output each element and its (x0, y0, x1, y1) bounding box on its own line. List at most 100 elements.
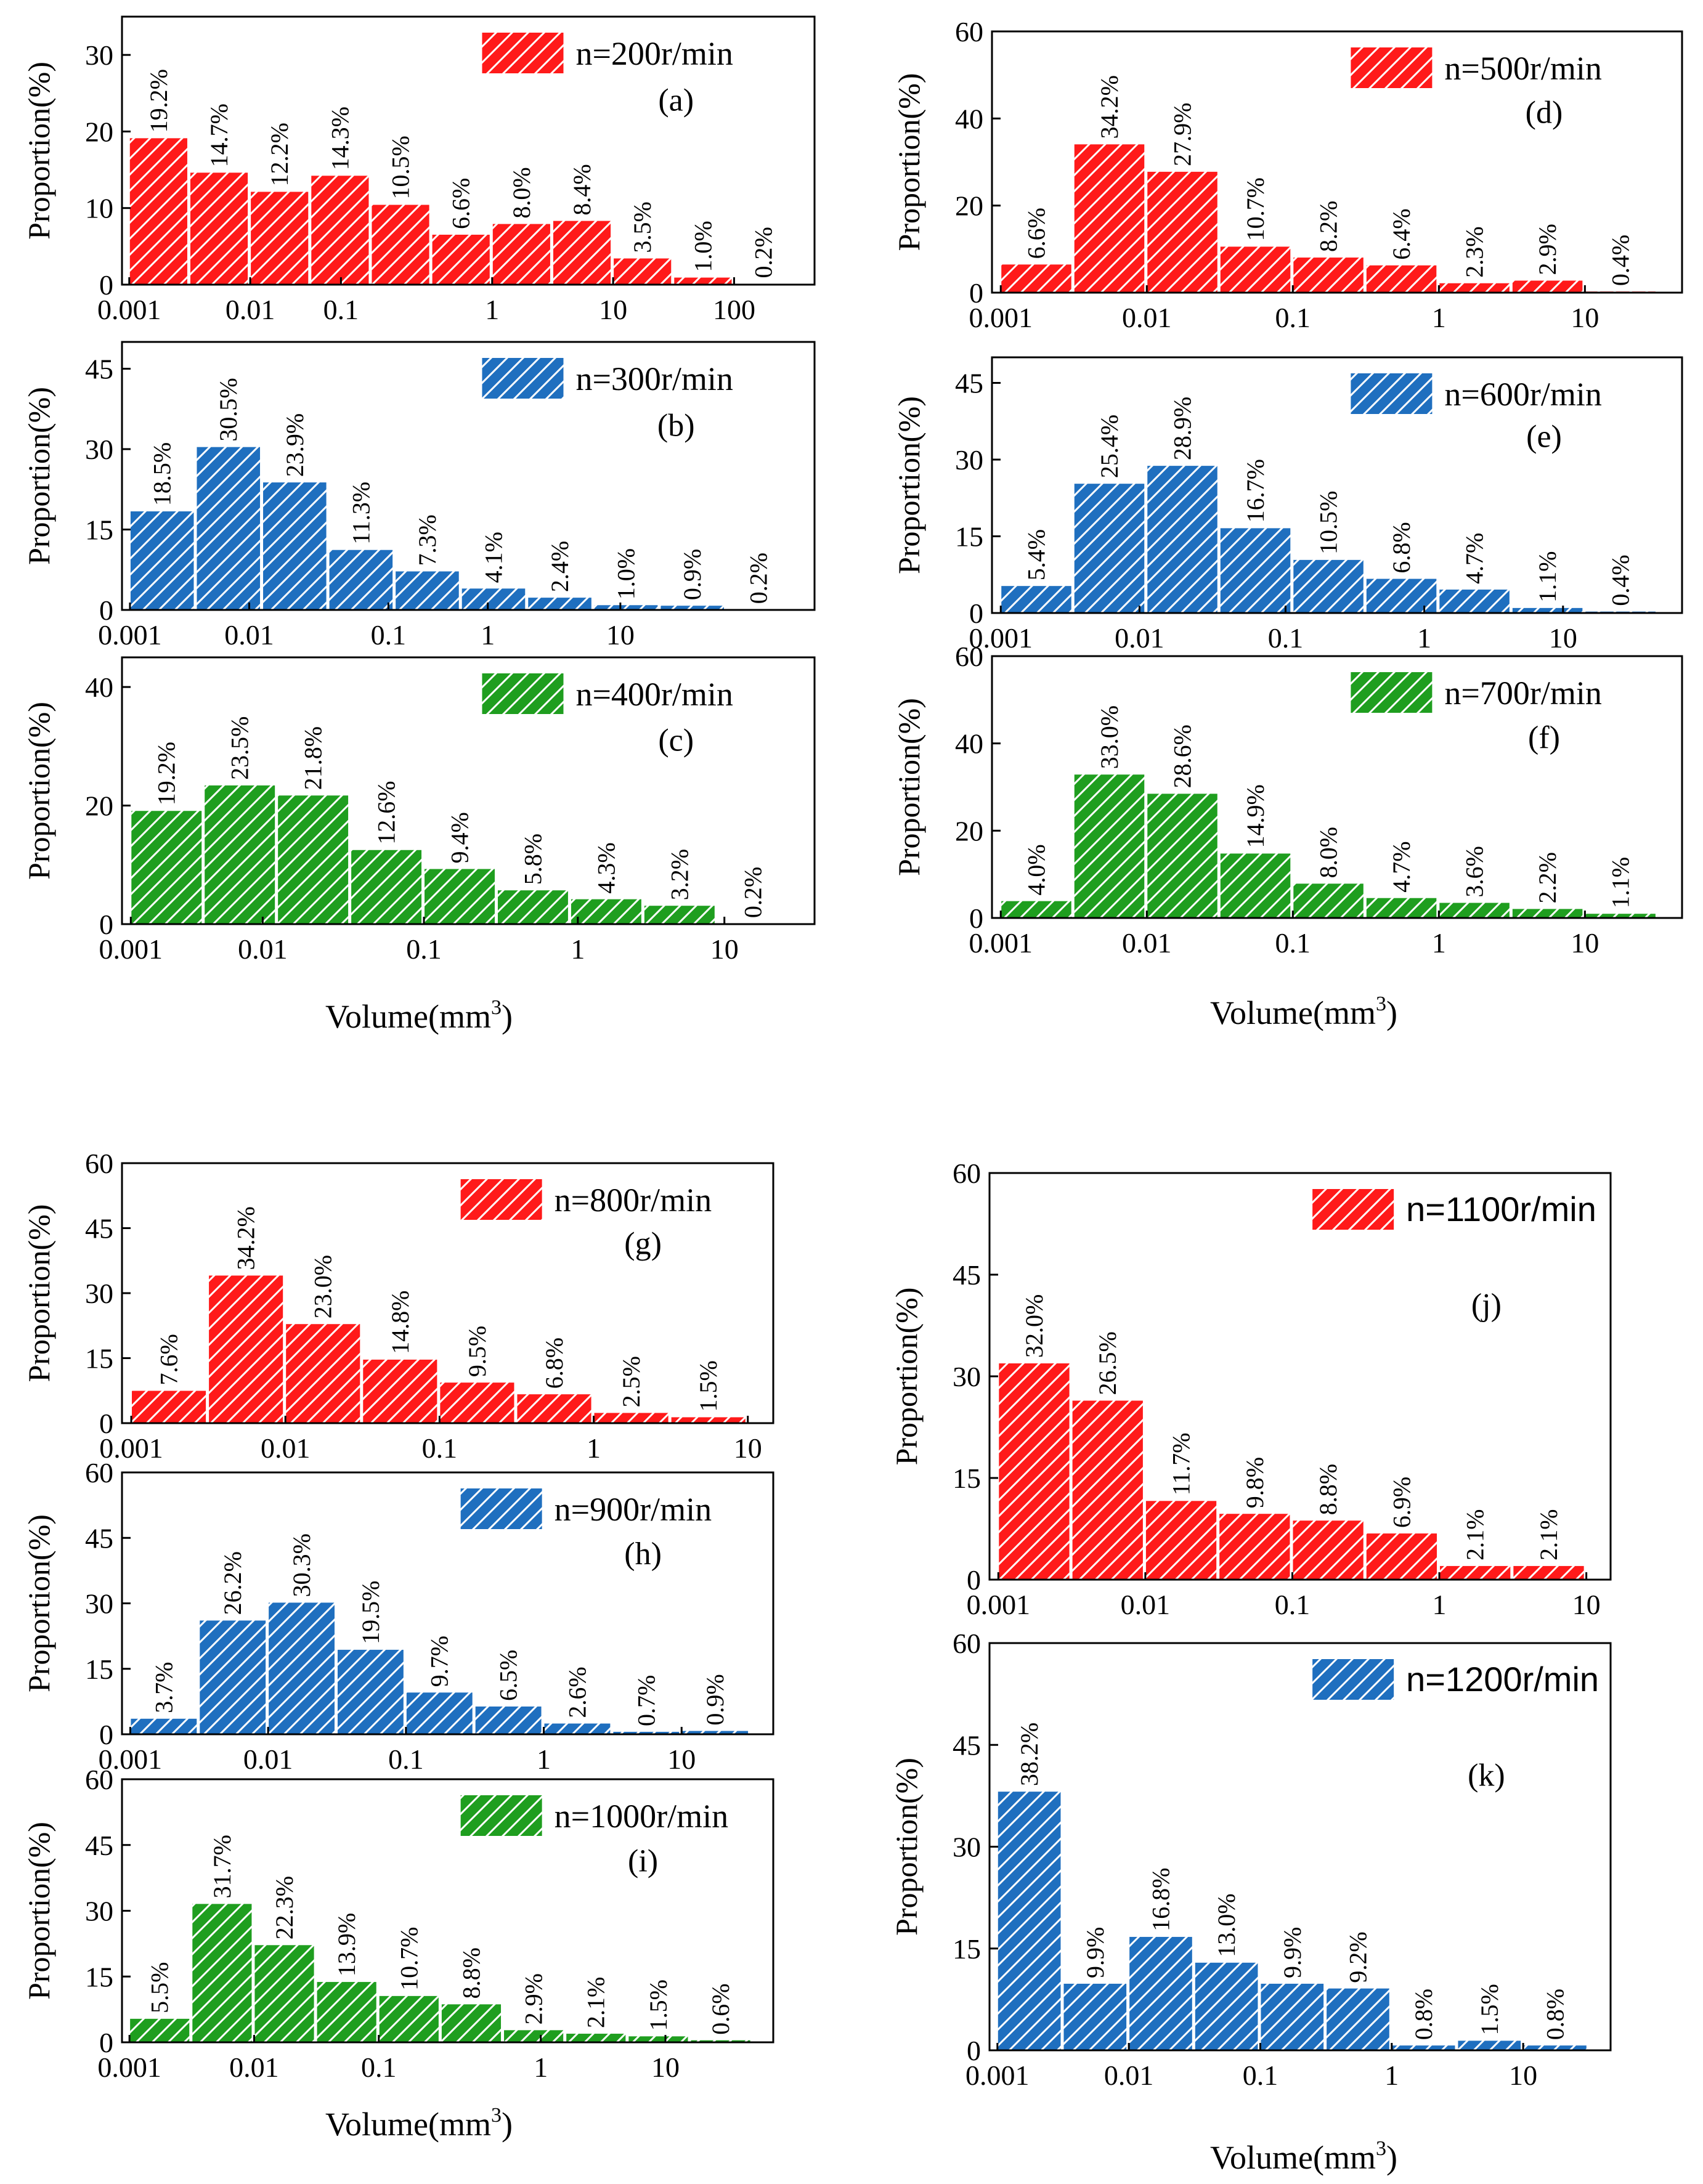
data-label: 2.1% (1535, 1509, 1563, 1561)
chart-panel-d: 0 20 40 60 0.001 0.01 0.1 1 10 6.6% 34.2% 27.9% 10.7… (892, 16, 1683, 333)
plot-frame (991, 30, 1683, 294)
data-label: 16.8% (1147, 1868, 1174, 1931)
bar (491, 222, 551, 286)
y-tick-label: 15 (85, 1654, 113, 1685)
bar (362, 1358, 439, 1424)
y-tick-label: 20 (955, 815, 983, 846)
y-tick-label: 45 (953, 1729, 981, 1761)
y-tick-label: 30 (955, 444, 983, 476)
legend-label: n=700r/min (1444, 675, 1601, 712)
data-label: 2.4% (546, 541, 574, 592)
y-tick-label: 30 (85, 1896, 113, 1927)
y-tick-label: 0 (99, 595, 113, 626)
y-tick-label: 0 (99, 1719, 113, 1750)
bar (1365, 896, 1438, 919)
panel-label: (a) (658, 83, 694, 118)
x-tick-label: 0.01 (224, 619, 274, 651)
data-label: 0.7% (632, 1675, 660, 1726)
chart-panel-i: 0 15 30 45 60 0.001 0.01 0.1 1 10 5.5% 31.7% 22.3% 13… (22, 1764, 774, 2083)
bar (996, 1790, 1062, 2051)
data-label: 28.6% (1169, 725, 1197, 788)
x-tick-label: 1 (587, 1432, 601, 1464)
data-label: 23.9% (281, 413, 309, 477)
x-tick-label: 1 (481, 619, 495, 651)
data-label: 26.5% (1094, 1331, 1121, 1395)
x-tick-label: 1 (485, 294, 499, 325)
x-tick-label: 0.001 (969, 302, 1033, 333)
bar (1365, 577, 1438, 614)
x-tick-label: 0.1 (371, 619, 407, 651)
panel-label: (k) (1468, 1758, 1505, 1793)
x-tick-label: 0.001 (97, 294, 161, 325)
x-tick-label: 10 (710, 933, 739, 965)
x-axis-title-left-bottom: Volume(mm3) (325, 2104, 513, 2143)
data-label: 1.0% (612, 548, 640, 599)
x-tick-label: 0.1 (1275, 927, 1311, 959)
data-label: 25.4% (1095, 415, 1123, 478)
data-label: 10.7% (395, 1927, 423, 1991)
bar (1439, 1564, 1512, 1580)
x-tick-label: 0.01 (1115, 622, 1164, 654)
y-tick-label: 45 (85, 1522, 113, 1554)
plot-frame (121, 15, 816, 286)
bar (1219, 852, 1292, 919)
data-label: 31.7% (208, 1835, 236, 1898)
x-tick-label: 0.01 (1122, 302, 1172, 333)
plot-frame (991, 655, 1683, 919)
bar (1365, 264, 1438, 294)
bar (998, 1362, 1071, 1580)
x-tick-label: 0.01 (243, 1744, 293, 1775)
bar (496, 889, 569, 925)
data-label: 30.3% (288, 1533, 315, 1597)
data-label: 1.0% (689, 221, 717, 272)
bar (405, 1691, 474, 1735)
data-label: 6.8% (540, 1338, 568, 1389)
legend-label: n=1000r/min (555, 1798, 728, 1835)
bar (131, 1389, 208, 1424)
panel-label: (i) (628, 1843, 658, 1878)
data-label: 0.9% (701, 1674, 729, 1725)
data-label: 12.6% (373, 781, 400, 844)
data-label: 5.4% (1022, 529, 1050, 580)
x-tick-label: 10 (651, 2052, 680, 2083)
bar (1438, 901, 1511, 919)
data-label: 7.6% (155, 1334, 183, 1385)
x-tick-label: 0.1 (1275, 1589, 1311, 1620)
data-label: 0.2% (739, 867, 766, 918)
y-tick-label: 45 (955, 368, 983, 399)
y-axis-title: Proportion(%) (892, 698, 926, 876)
legend-label: n=900r/min (555, 1491, 712, 1528)
y-tick-label: 60 (953, 1158, 981, 1189)
bar (503, 2029, 565, 2043)
bar (310, 174, 370, 285)
legend-label: n=300r/min (575, 360, 733, 397)
data-label: 16.7% (1242, 459, 1269, 522)
legend-label: n=500r/min (1444, 50, 1601, 87)
data-label: 2.9% (520, 1973, 548, 2024)
x-tick-label: 1 (571, 933, 585, 965)
bar (1144, 1500, 1218, 1581)
legend-label: n=1200r/min (1406, 1660, 1599, 1699)
bar (250, 190, 310, 285)
panel-label: (c) (658, 723, 694, 758)
data-label: 0.6% (707, 1983, 734, 2034)
data-label: 23.5% (226, 716, 254, 780)
bar (277, 794, 350, 925)
bar (195, 445, 262, 611)
y-tick-label: 0 (969, 598, 983, 629)
data-label: 2.1% (1461, 1509, 1489, 1561)
y-tick-label: 40 (85, 672, 113, 703)
bar (1000, 263, 1073, 293)
y-axis-title: Proportion(%) (892, 73, 926, 251)
data-label: 12.2% (266, 123, 293, 186)
data-label: 8.8% (457, 1947, 485, 1999)
bar (1219, 527, 1292, 614)
x-tick-label: 0.001 (98, 619, 162, 651)
panel-label: (g) (624, 1227, 662, 1262)
bar (1438, 588, 1511, 614)
data-label: 14.9% (1242, 784, 1269, 848)
data-label: 1.1% (1534, 551, 1561, 603)
data-label: 9.7% (426, 1636, 453, 1687)
